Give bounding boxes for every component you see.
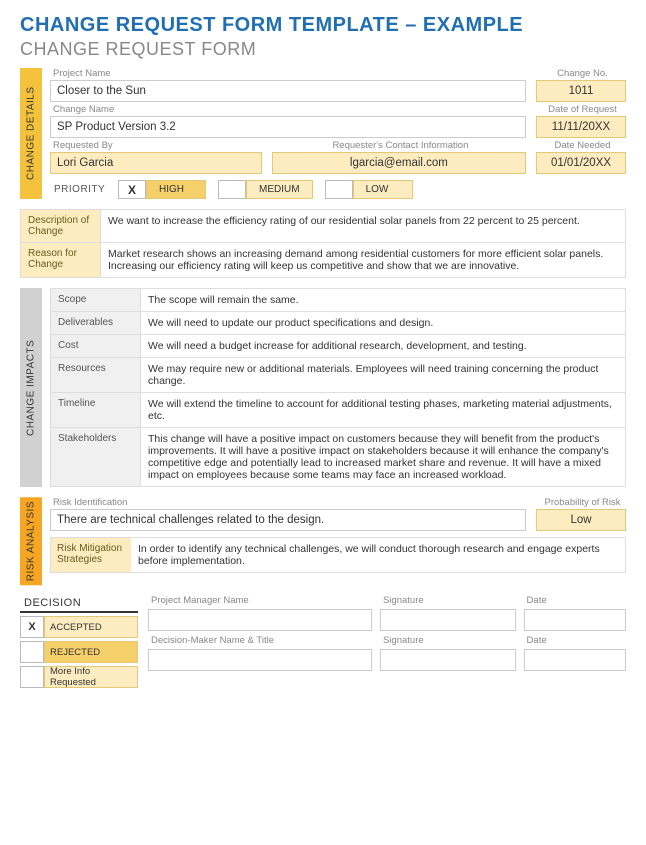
page-title-main: CHANGE REQUEST FORM TEMPLATE – EXAMPLE bbox=[20, 14, 626, 37]
section-decision: DECISION X ACCEPTED REJECTED More Info R… bbox=[20, 595, 626, 691]
text-deliverables[interactable]: We will need to update our product speci… bbox=[141, 312, 626, 335]
section-risk-analysis: RISK ANALYSIS Risk Identification There … bbox=[20, 497, 626, 585]
label-reason: Reason for Change bbox=[21, 243, 101, 278]
decision-rejected[interactable]: REJECTED bbox=[20, 641, 138, 663]
label-dm-name: Decision-Maker Name & Title bbox=[148, 635, 372, 646]
text-description[interactable]: We want to increase the efficiency ratin… bbox=[101, 210, 626, 243]
text-cost[interactable]: We will need a budget increase for addit… bbox=[141, 335, 626, 358]
priority-medium[interactable]: MEDIUM bbox=[218, 180, 313, 199]
label-change-no: Change No. bbox=[536, 68, 626, 79]
field-dm-date[interactable] bbox=[524, 649, 626, 671]
decision-rejected-check[interactable] bbox=[20, 641, 44, 663]
section-change-impacts: CHANGE IMPACTS ScopeThe scope will remai… bbox=[20, 288, 626, 487]
text-stakeholders[interactable]: This change will have a positive impact … bbox=[141, 428, 626, 487]
label-decision: DECISION bbox=[20, 595, 138, 613]
row-risk-mitigation: Risk Mitigation Strategies In order to i… bbox=[50, 537, 626, 573]
priority-high-check[interactable]: X bbox=[118, 180, 146, 199]
label-resources: Resources bbox=[51, 358, 141, 393]
section-change-details: CHANGE DETAILS Project Name Closer to th… bbox=[20, 68, 626, 199]
field-dm-signature[interactable] bbox=[380, 649, 515, 671]
label-project-name: Project Name bbox=[50, 68, 526, 79]
vtab-risk-analysis: RISK ANALYSIS bbox=[20, 497, 42, 585]
label-risk-prob: Probability of Risk bbox=[536, 497, 626, 508]
label-dm-signature: Signature bbox=[380, 635, 516, 646]
field-risk-prob[interactable]: Low bbox=[536, 509, 626, 531]
text-scope[interactable]: The scope will remain the same. bbox=[141, 289, 626, 312]
decision-more-check[interactable] bbox=[20, 666, 44, 688]
label-cost: Cost bbox=[51, 335, 141, 358]
vtab-change-details: CHANGE DETAILS bbox=[20, 68, 42, 199]
text-reason[interactable]: Market research shows an increasing dema… bbox=[101, 243, 626, 278]
decision-accepted-label: ACCEPTED bbox=[44, 616, 138, 638]
field-date-request[interactable]: 11/11/20XX bbox=[536, 116, 626, 138]
label-scope: Scope bbox=[51, 289, 141, 312]
decision-accepted-check[interactable]: X bbox=[20, 616, 44, 638]
priority-medium-check[interactable] bbox=[218, 180, 246, 199]
label-pm-date: Date bbox=[524, 595, 626, 606]
label-requested-by: Requested By bbox=[50, 140, 262, 151]
label-date-request: Date of Request bbox=[536, 104, 626, 115]
text-resources[interactable]: We may require new or additional materia… bbox=[141, 358, 626, 393]
field-pm-signature[interactable] bbox=[380, 609, 515, 631]
page-title-sub: CHANGE REQUEST FORM bbox=[20, 39, 626, 60]
field-project-name[interactable]: Closer to the Sun bbox=[50, 80, 526, 102]
text-timeline[interactable]: We will extend the timeline to account f… bbox=[141, 393, 626, 428]
decision-more-label: More Info Requested bbox=[44, 666, 138, 688]
label-change-name: Change Name bbox=[50, 104, 526, 115]
label-pm-name: Project Manager Name bbox=[148, 595, 372, 606]
label-contact: Requester's Contact Information bbox=[272, 140, 526, 151]
label-timeline: Timeline bbox=[51, 393, 141, 428]
priority-low-label: LOW bbox=[353, 180, 413, 199]
priority-medium-label: MEDIUM bbox=[246, 180, 313, 199]
label-pm-signature: Signature bbox=[380, 595, 516, 606]
label-risk-ident: Risk Identification bbox=[50, 497, 526, 508]
field-pm-name[interactable] bbox=[148, 609, 372, 631]
label-dm-date: Date bbox=[524, 635, 626, 646]
decision-more-info[interactable]: More Info Requested bbox=[20, 666, 138, 688]
label-date-needed: Date Needed bbox=[536, 140, 626, 151]
field-dm-name[interactable] bbox=[148, 649, 372, 671]
label-risk-mit: Risk Mitigation Strategies bbox=[51, 538, 131, 572]
decision-rejected-label: REJECTED bbox=[44, 641, 138, 663]
field-risk-ident[interactable]: There are technical challenges related t… bbox=[50, 509, 526, 531]
field-requested-by[interactable]: Lori Garcia bbox=[50, 152, 262, 174]
label-stakeholders: Stakeholders bbox=[51, 428, 141, 487]
priority-low[interactable]: LOW bbox=[325, 180, 413, 199]
priority-low-check[interactable] bbox=[325, 180, 353, 199]
table-description: Description of Change We want to increas… bbox=[20, 209, 626, 278]
field-change-name[interactable]: SP Product Version 3.2 bbox=[50, 116, 526, 138]
priority-high-label: HIGH bbox=[146, 180, 206, 199]
decision-accepted[interactable]: X ACCEPTED bbox=[20, 616, 138, 638]
vtab-change-impacts: CHANGE IMPACTS bbox=[20, 288, 42, 487]
priority-high[interactable]: X HIGH bbox=[118, 180, 206, 199]
text-risk-mit[interactable]: In order to identify any technical chall… bbox=[131, 538, 625, 572]
field-date-needed[interactable]: 01/01/20XX bbox=[536, 152, 626, 174]
label-deliverables: Deliverables bbox=[51, 312, 141, 335]
field-change-no[interactable]: 1011 bbox=[536, 80, 626, 102]
field-contact[interactable]: lgarcia@email.com bbox=[272, 152, 526, 174]
table-impacts: ScopeThe scope will remain the same. Del… bbox=[50, 288, 626, 487]
field-pm-date[interactable] bbox=[524, 609, 626, 631]
label-description: Description of Change bbox=[21, 210, 101, 243]
label-priority: PRIORITY bbox=[54, 184, 106, 195]
